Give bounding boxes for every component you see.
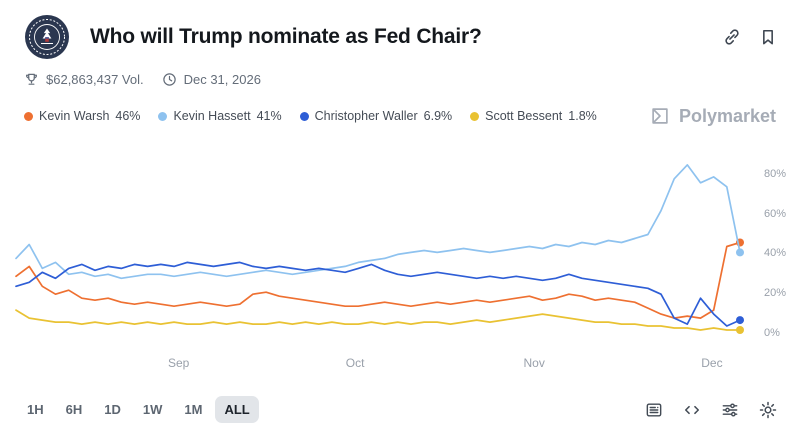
- legend-percent: 46%: [115, 109, 141, 123]
- x-label-sep: Sep: [168, 356, 190, 370]
- y-tick-20: 20%: [764, 287, 787, 300]
- line-chart[interactable]: [10, 145, 752, 350]
- chart-settings-sliders-icon[interactable]: [720, 400, 740, 420]
- legend-name: Scott Bessent: [485, 109, 563, 123]
- chart-legend: Kevin Warsh 46% Kevin Hassett 41% Christ…: [24, 109, 597, 123]
- x-label-oct: Oct: [345, 356, 365, 370]
- series-dot-kevin-warsh: [24, 111, 33, 121]
- range-6h-button[interactable]: 6H: [57, 396, 92, 423]
- price-chart-section: 80% 60% 40% 20% 0% Sep Oct Nov Dec: [0, 145, 800, 376]
- legend-name: Kevin Warsh: [39, 109, 110, 123]
- series-dot-christopher-waller: [299, 111, 309, 121]
- legend-percent: 6.9%: [423, 109, 453, 123]
- legend-row: Kevin Warsh 46% Kevin Hassett 41% Christ…: [0, 87, 800, 127]
- page-title: Who will Trump nominate as Fed Chair?: [90, 25, 482, 48]
- legend-item-kevin-hassett[interactable]: Kevin Hassett 41%: [158, 109, 282, 123]
- legend-percent: 41%: [256, 109, 282, 123]
- x-label-nov: Nov: [523, 356, 545, 370]
- volume-trophy-icon: [26, 73, 37, 85]
- range-1m-button[interactable]: 1M: [175, 396, 211, 423]
- legend-item-scott-bessent[interactable]: Scott Bessent 1.8%: [470, 109, 597, 123]
- range-all-button[interactable]: ALL: [215, 396, 259, 423]
- end-date-clock-icon: [162, 73, 176, 86]
- chart-plot-area[interactable]: [10, 145, 752, 350]
- time-range-selector: 1H 6H 1D 1W 1M ALL: [18, 396, 259, 423]
- copy-link-icon[interactable]: [722, 27, 742, 47]
- legend-name: Christopher Waller: [314, 109, 418, 123]
- x-label-dec: Dec: [701, 356, 723, 370]
- legend-item-kevin-warsh[interactable]: Kevin Warsh 46%: [24, 109, 140, 123]
- polymarket-logo-icon: [652, 108, 668, 124]
- range-1d-button[interactable]: 1D: [95, 396, 130, 423]
- legend-percent: 1.8%: [568, 109, 597, 123]
- polymarket-wordmark: Polymarket: [678, 105, 776, 126]
- volume-text: $62,863,437 Vol.: [46, 72, 144, 87]
- news-icon[interactable]: [644, 400, 664, 420]
- series-dot-kevin-hassett: [158, 111, 168, 121]
- gear-icon[interactable]: [758, 400, 778, 420]
- federal-reserve-seal-icon: [24, 14, 70, 60]
- x-axis: Sep Oct Nov Dec: [10, 352, 800, 376]
- bookmark-icon[interactable]: [758, 27, 778, 47]
- y-tick-60: 60%: [764, 207, 787, 220]
- header: Who will Trump nominate as Fed Chair?: [0, 0, 800, 87]
- y-axis: 80% 60% 40% 20% 0%: [752, 145, 800, 350]
- legend-item-christopher-waller[interactable]: Christopher Waller 6.9%: [299, 109, 453, 123]
- y-tick-0: 0%: [764, 327, 780, 339]
- polymarket-watermark: Polymarket: [649, 105, 776, 127]
- market-meta: $62,863,437 Vol. Dec 31, 2026: [24, 72, 778, 87]
- range-1w-button[interactable]: 1W: [134, 396, 172, 423]
- legend-name: Kevin Hassett: [173, 109, 251, 123]
- range-1h-button[interactable]: 1H: [18, 396, 53, 423]
- chart-toolbar: 1H 6H 1D 1W 1M ALL: [0, 388, 800, 437]
- y-tick-40: 40%: [764, 247, 787, 260]
- series-dot-scott-bessent: [470, 111, 480, 121]
- end-date-text: Dec 31, 2026: [183, 72, 261, 87]
- y-tick-80: 80%: [764, 167, 787, 180]
- embed-code-icon[interactable]: [682, 400, 702, 420]
